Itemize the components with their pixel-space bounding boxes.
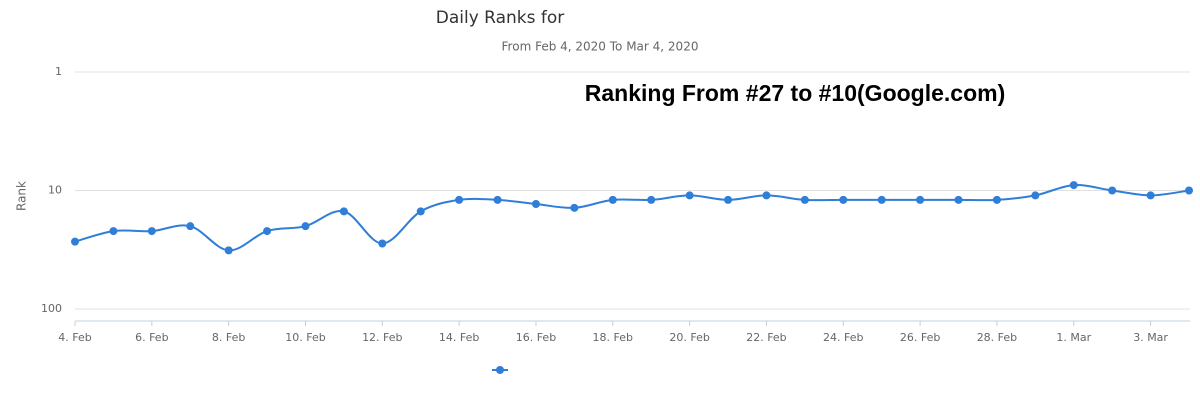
point bbox=[263, 227, 272, 236]
y-tick-label: 10 bbox=[48, 184, 62, 197]
point bbox=[724, 195, 733, 204]
point bbox=[877, 195, 886, 204]
series-line bbox=[74, 184, 1190, 252]
x-tick-label: 8. Feb bbox=[212, 331, 245, 344]
x-tick-label: 4. Feb bbox=[58, 331, 91, 344]
x-tick-label: 1. Mar bbox=[1056, 331, 1091, 344]
point bbox=[1031, 191, 1040, 200]
point bbox=[685, 191, 694, 200]
y-tick-label: 100 bbox=[41, 302, 62, 315]
point bbox=[339, 207, 348, 216]
x-tick-label: 12. Feb bbox=[362, 331, 402, 344]
point bbox=[1069, 181, 1078, 190]
point bbox=[916, 195, 925, 204]
point bbox=[301, 222, 310, 231]
point bbox=[1185, 186, 1193, 195]
point bbox=[531, 200, 540, 209]
annotation: Ranking From #27 to #10(Google.com) bbox=[585, 80, 1005, 106]
x-tick-label: 16. Feb bbox=[516, 331, 556, 344]
x-tick-label: 20. Feb bbox=[669, 331, 709, 344]
chart-subtitle: From Feb 4, 2020 To Mar 4, 2020 bbox=[502, 40, 699, 54]
point bbox=[1108, 186, 1117, 195]
y-axis-label: Rank bbox=[15, 181, 29, 211]
point bbox=[992, 195, 1001, 204]
x-tick-label: 26. Feb bbox=[900, 331, 940, 344]
x-tick-label: 3. Mar bbox=[1133, 331, 1168, 344]
point bbox=[647, 195, 656, 204]
x-tick-label: 28. Feb bbox=[977, 331, 1017, 344]
point bbox=[147, 227, 156, 236]
point bbox=[493, 195, 502, 204]
point bbox=[455, 195, 464, 204]
x-tick-label: 10. Feb bbox=[285, 331, 325, 344]
point bbox=[954, 195, 963, 204]
chart-title: Daily Ranks for bbox=[436, 8, 565, 28]
x-tick-label: 18. Feb bbox=[593, 331, 633, 344]
legend-marker bbox=[496, 366, 504, 374]
point bbox=[71, 237, 79, 246]
point bbox=[378, 239, 387, 248]
point bbox=[570, 203, 579, 212]
point bbox=[1146, 191, 1155, 200]
x-tick-label: 14. Feb bbox=[439, 331, 479, 344]
y-tick-label: 1 bbox=[55, 65, 62, 78]
point bbox=[839, 195, 848, 204]
point bbox=[416, 207, 425, 216]
point bbox=[109, 227, 118, 236]
point bbox=[186, 222, 195, 231]
x-tick-label: 24. Feb bbox=[823, 331, 863, 344]
point bbox=[224, 246, 233, 255]
x-tick-label: 22. Feb bbox=[746, 331, 786, 344]
x-tick-label: 6. Feb bbox=[135, 331, 168, 344]
point bbox=[800, 195, 809, 204]
point bbox=[608, 195, 617, 204]
point bbox=[762, 191, 771, 200]
